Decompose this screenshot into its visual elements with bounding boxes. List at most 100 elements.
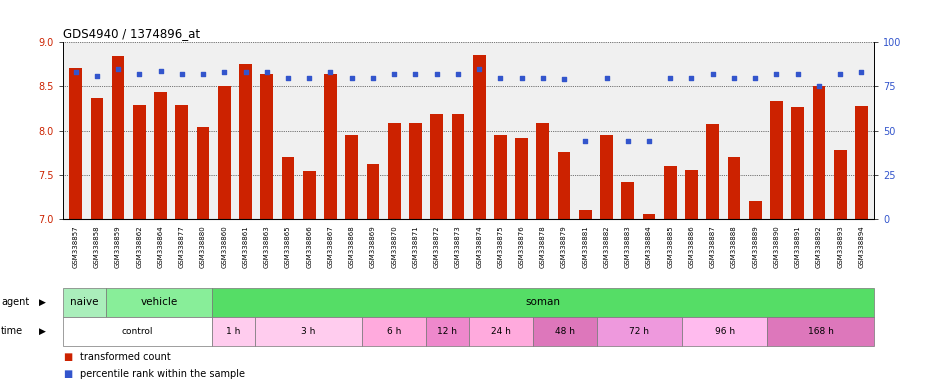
Bar (728, 157, 740, 219)
Point (832, 71, 847, 77)
Bar (213, 288, 874, 317)
Text: GDS4940 / 1374896_at: GDS4940 / 1374896_at (63, 27, 200, 40)
Point (154, 68, 168, 74)
Bar (240, 64, 252, 219)
Bar (558, 152, 571, 219)
Text: ■: ■ (63, 352, 72, 362)
Bar (255, 317, 362, 346)
Point (599, 74, 614, 81)
Bar (91, 98, 104, 219)
Text: 96 h: 96 h (715, 327, 734, 336)
Bar (749, 201, 761, 219)
Bar (112, 56, 125, 219)
Bar (409, 124, 422, 219)
Bar (768, 317, 874, 346)
Bar (63, 288, 105, 317)
Bar (685, 170, 697, 219)
Text: transformed count: transformed count (80, 352, 170, 362)
Point (132, 71, 147, 77)
Bar (345, 135, 358, 219)
Bar (682, 317, 768, 346)
Text: 24 h: 24 h (490, 327, 511, 336)
Point (706, 71, 721, 77)
Bar (105, 288, 213, 317)
Point (621, 138, 635, 144)
Bar (281, 157, 294, 219)
Text: 6 h: 6 h (387, 327, 401, 336)
Point (90, 73, 105, 79)
Point (663, 74, 678, 81)
Point (790, 71, 805, 77)
Point (557, 76, 572, 83)
Text: ▶: ▶ (39, 298, 45, 307)
Text: naive: naive (70, 297, 98, 308)
Bar (600, 135, 613, 219)
Point (68, 69, 83, 75)
Point (238, 69, 253, 75)
Bar (791, 107, 804, 219)
Point (408, 71, 423, 77)
Point (747, 74, 762, 81)
Text: ■: ■ (63, 369, 72, 379)
Point (280, 74, 295, 81)
Bar (707, 124, 719, 219)
Point (854, 69, 869, 75)
Bar (133, 105, 146, 219)
Point (642, 138, 657, 144)
Bar (69, 68, 82, 219)
Text: vehicle: vehicle (141, 297, 178, 308)
Bar (579, 210, 592, 219)
Bar (197, 127, 209, 219)
Point (323, 69, 338, 75)
Text: soman: soman (525, 297, 561, 308)
Point (726, 74, 741, 81)
Bar (430, 114, 443, 219)
Point (450, 71, 465, 77)
Text: agent: agent (1, 297, 30, 308)
Bar (426, 317, 469, 346)
Point (387, 71, 401, 77)
Point (344, 74, 359, 81)
Text: ▶: ▶ (39, 327, 45, 336)
Bar (154, 92, 166, 219)
Bar (63, 317, 213, 346)
Bar (812, 86, 825, 219)
Point (259, 69, 274, 75)
Bar (473, 56, 486, 219)
Point (196, 71, 211, 77)
Bar (597, 317, 682, 346)
Bar (213, 317, 255, 346)
Bar (176, 105, 188, 219)
Bar (302, 171, 315, 219)
Bar (643, 214, 656, 219)
Text: 12 h: 12 h (438, 327, 457, 336)
Point (175, 71, 190, 77)
Point (302, 74, 316, 81)
Bar (855, 106, 868, 219)
Text: 1 h: 1 h (227, 327, 240, 336)
Point (216, 69, 231, 75)
Text: 48 h: 48 h (555, 327, 574, 336)
Bar (451, 114, 464, 219)
Text: 72 h: 72 h (629, 327, 649, 336)
Bar (469, 317, 533, 346)
Text: time: time (1, 326, 23, 336)
Bar (664, 166, 676, 219)
Bar (622, 182, 635, 219)
Bar (218, 86, 230, 219)
Bar (366, 164, 379, 219)
Bar (388, 124, 401, 219)
Point (365, 74, 380, 81)
Bar (261, 74, 273, 219)
Point (578, 138, 593, 144)
Point (769, 71, 783, 77)
Bar (494, 135, 507, 219)
Point (811, 83, 826, 89)
Text: 168 h: 168 h (808, 327, 833, 336)
Bar (533, 317, 597, 346)
Point (536, 74, 550, 81)
Point (514, 74, 529, 81)
Point (684, 74, 699, 81)
Bar (362, 317, 426, 346)
Text: control: control (122, 327, 154, 336)
